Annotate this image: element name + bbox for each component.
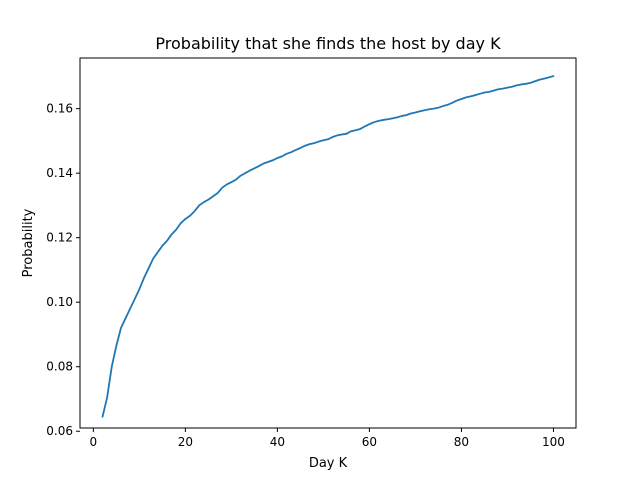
x-tick-label: 60 — [362, 435, 377, 449]
series-line — [101, 75, 555, 418]
x-tick-label: 80 — [454, 435, 469, 449]
y-tick-label: 0.14 — [46, 166, 73, 180]
x-tick-label: 20 — [178, 435, 193, 449]
y-tick-label: 0.08 — [46, 360, 73, 374]
chart-title: Probability that she finds the host by d… — [155, 34, 501, 53]
series-layer — [101, 75, 555, 418]
y-axis-ticks: 0.06 0.08 0.10 0.12 0.14 0.16 — [46, 102, 80, 438]
x-axis-ticks: 0 20 40 60 80 100 — [90, 428, 565, 449]
y-tick-label: 0.16 — [46, 102, 73, 116]
y-axis-label: Probability — [21, 208, 36, 277]
x-axis-label: Day K — [309, 456, 348, 471]
plot-frame — [79, 57, 577, 429]
y-tick-label: 0.12 — [46, 231, 73, 245]
x-tick-label: 0 — [90, 435, 98, 449]
y-tick-label: 0.10 — [46, 295, 73, 309]
x-tick-label: 100 — [542, 435, 565, 449]
x-tick-label: 40 — [270, 435, 285, 449]
y-tick-label: 0.06 — [46, 424, 73, 438]
